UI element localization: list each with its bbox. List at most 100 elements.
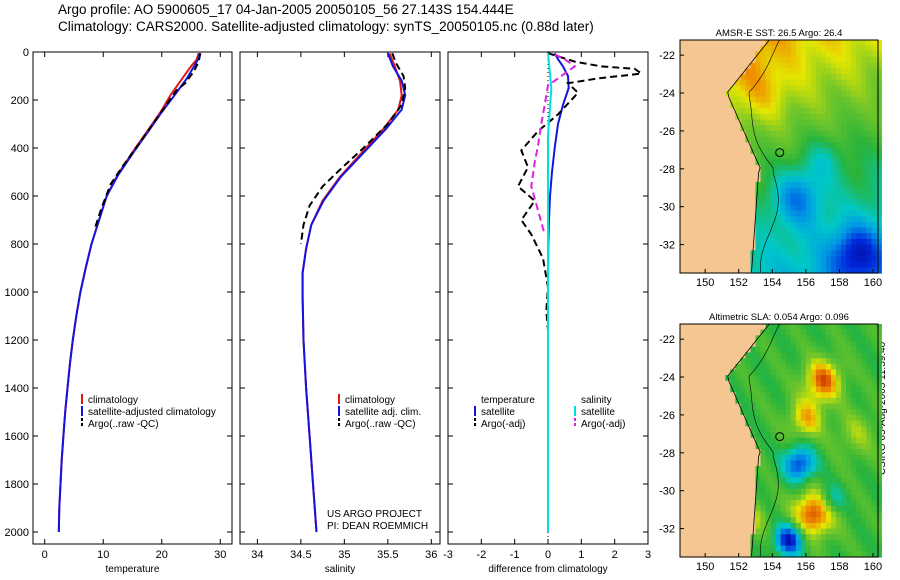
sla-map-cell [775, 397, 782, 405]
sla-map-cell [760, 363, 767, 371]
sla-map-cell [780, 443, 787, 450]
sst-map-cell [770, 62, 777, 69]
sla-map-cell [700, 511, 706, 518]
sst-map-cell [760, 125, 767, 132]
sst-map-cell [841, 233, 847, 240]
sla-map-cell [710, 454, 716, 461]
sst-map-cell [790, 91, 797, 98]
sst-map-cell [680, 210, 686, 217]
sst-map-cell [695, 199, 701, 206]
sst-map-cell [760, 102, 767, 109]
sst-map-cell [705, 210, 711, 217]
sla-map-cell [851, 460, 857, 467]
sst-map-cell [815, 79, 822, 87]
sst-map-cell [775, 204, 782, 212]
sla-map-cell [826, 392, 832, 399]
sst-map-cell [831, 108, 837, 115]
sst-map-cell [815, 74, 822, 81]
sst-map-cell [841, 62, 847, 69]
sst-map-cell [871, 74, 877, 81]
temperature-xtick-label: 0 [42, 549, 48, 561]
sla-map-cell [851, 392, 857, 399]
sla-map-cell [831, 432, 837, 439]
sst-map-cell [720, 91, 726, 98]
sla-lon-tick-label: 150 [696, 561, 714, 573]
sst-map-cell [740, 62, 746, 69]
sla-map-cell [780, 517, 787, 524]
sst-map-cell [866, 182, 872, 189]
temperature-xtick-label: 10 [97, 549, 109, 561]
sla-map-cell [700, 522, 706, 530]
sst-map-cell [856, 102, 862, 109]
sla-map-cell [851, 420, 857, 427]
sst-map-cell [740, 108, 746, 115]
sla-map-cell [685, 375, 691, 382]
sst-map-cell [836, 182, 842, 189]
sla-map-cell [846, 511, 852, 518]
sst-map-cell [720, 159, 726, 166]
sst-map-cell [680, 130, 686, 138]
pi-annotation: PI: DEAN ROEMMICH [327, 521, 428, 532]
sla-map-cell [866, 540, 872, 547]
sst-map-cell [826, 57, 832, 64]
sst-map-cell [775, 51, 782, 58]
sla-map-cell [831, 488, 837, 496]
sst-map-cell [705, 57, 711, 64]
sst-map-cell [725, 216, 731, 223]
sla-map-cell [755, 540, 762, 547]
sst-map-cell [815, 108, 822, 115]
sla-map-cell [795, 454, 802, 461]
sla-map-cell [810, 414, 817, 422]
sst-map-cell [710, 108, 716, 115]
sla-map-cell [831, 460, 837, 467]
sla-map-cell [685, 426, 691, 433]
sst-map-cell [690, 108, 696, 115]
sla-map-cell [730, 409, 736, 416]
sla-map-cell [820, 522, 827, 530]
sst-map-cell [685, 79, 691, 87]
sst-map-cell [755, 199, 762, 206]
sla-map-cell [800, 437, 807, 444]
sst-map-cell [841, 79, 847, 87]
sla-map-cell [871, 329, 877, 336]
sla-map-cell [836, 528, 842, 535]
sst-map-cell [861, 238, 867, 246]
sla-map-cell [735, 346, 741, 353]
sst-map-cell [715, 193, 721, 200]
sla-map-cell [871, 471, 877, 479]
salinity-xtick-label: 36 [425, 549, 437, 561]
sla-map-cell [795, 528, 802, 535]
sst-map-cell [815, 136, 822, 143]
sst-map-cell [700, 40, 706, 47]
sla-map-cell [725, 471, 731, 479]
sst-map-cell [710, 193, 716, 200]
sst-map-cell [800, 153, 807, 160]
sla-map-cell [730, 471, 736, 479]
sla-map-cell [715, 471, 721, 479]
sla-map-cell [866, 522, 872, 530]
sla-map-cell [856, 392, 862, 399]
sst-map-cell [876, 216, 882, 223]
sla-map-cell [871, 511, 877, 518]
sla-map-cell [690, 358, 696, 365]
sst-map-cell [790, 238, 797, 246]
sla-map-cell [685, 517, 691, 524]
diff-salinity-legend-label: Argo(-adj) [581, 419, 625, 430]
sst-map-cell [831, 233, 837, 240]
sla-map-cell [810, 545, 817, 552]
sst-map-cell [871, 159, 877, 166]
sla-map-cell [871, 397, 877, 405]
sla-map-cell [866, 471, 872, 479]
sla-map-cell [735, 329, 741, 336]
sst-map-cell [725, 250, 731, 257]
sla-map-cell [745, 386, 751, 393]
depth-tick-label: 600 [11, 191, 29, 203]
sst-map-cell [841, 267, 847, 274]
sla-map-cell [841, 522, 847, 530]
temperature-series-argo-raw-qc- [93, 52, 202, 230]
sst-map-cell [720, 68, 726, 75]
sla-map-cell [815, 432, 822, 439]
sst-map-cell [836, 165, 842, 172]
sla-map-cell [866, 449, 872, 456]
sst-map-cell [720, 193, 726, 200]
